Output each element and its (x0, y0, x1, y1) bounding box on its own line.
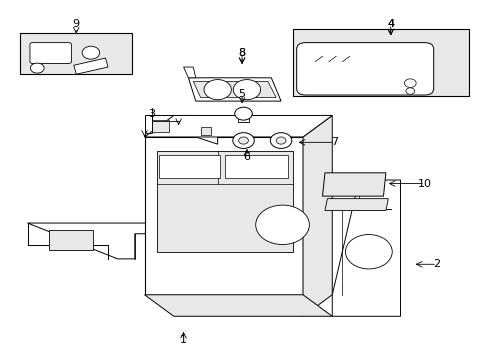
Text: 4: 4 (386, 19, 393, 29)
Circle shape (238, 137, 248, 144)
Polygon shape (195, 116, 217, 144)
Text: 7: 7 (330, 138, 338, 147)
Polygon shape (27, 223, 157, 259)
Polygon shape (144, 137, 303, 295)
Bar (237, 114, 249, 122)
Circle shape (234, 107, 252, 120)
Polygon shape (183, 67, 195, 78)
Polygon shape (144, 116, 195, 137)
Circle shape (345, 234, 391, 269)
Polygon shape (322, 173, 385, 196)
Bar (20, 33, 132, 74)
Bar (159, 155, 220, 178)
Text: 4: 4 (386, 19, 393, 29)
Text: 3: 3 (148, 109, 155, 119)
Circle shape (30, 63, 44, 73)
Circle shape (232, 133, 254, 148)
Polygon shape (193, 81, 276, 98)
Text: 8: 8 (238, 48, 245, 58)
Polygon shape (188, 78, 281, 101)
Bar (293, 30, 468, 96)
Text: 6: 6 (243, 152, 250, 162)
Polygon shape (303, 116, 331, 316)
FancyBboxPatch shape (30, 42, 71, 63)
Circle shape (404, 79, 415, 87)
Text: 10: 10 (417, 179, 431, 189)
Circle shape (405, 88, 414, 94)
Circle shape (233, 80, 260, 100)
Bar (152, 120, 168, 132)
Polygon shape (157, 151, 293, 252)
Circle shape (276, 137, 285, 144)
Circle shape (82, 46, 100, 59)
Circle shape (203, 80, 231, 100)
Polygon shape (74, 58, 108, 74)
Bar (49, 230, 93, 250)
Polygon shape (325, 199, 387, 211)
FancyBboxPatch shape (296, 42, 433, 95)
Circle shape (255, 205, 309, 244)
Text: 9: 9 (73, 19, 80, 29)
Text: 2: 2 (433, 259, 440, 269)
Polygon shape (144, 295, 331, 316)
Polygon shape (331, 180, 400, 316)
Text: 8: 8 (238, 48, 245, 58)
Polygon shape (144, 116, 331, 137)
Circle shape (270, 133, 291, 148)
Text: 5: 5 (238, 89, 245, 99)
Bar (224, 155, 288, 178)
Bar (200, 127, 211, 135)
Text: 1: 1 (180, 334, 187, 345)
